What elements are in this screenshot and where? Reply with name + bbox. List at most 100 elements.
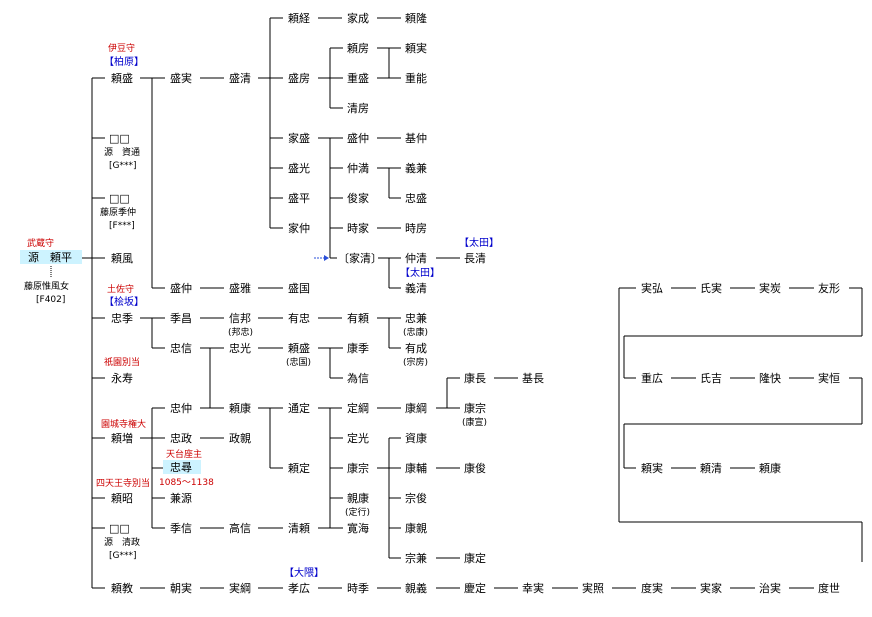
node-morihira: 盛平 [288,191,310,205]
node-yasumune2: 康宗 [347,461,369,475]
node-aritada: 有忠 [288,311,310,325]
node-sanetada: 実炭 [759,281,781,295]
gen1-tadasue: 忠季 [111,312,133,325]
root-name: 源 頼平 [28,250,72,264]
node-tadamitsu: 忠光 [229,341,251,355]
node-tadamasa: 忠政 [170,431,192,445]
note-tadakane: (忠康) [403,326,428,338]
gen1-unk3: □□ [109,522,130,535]
node-ujizane: 氏実 [700,281,722,295]
node-morimasa: 盛雅 [229,281,251,295]
node-yoriyasu: 頼康 [229,401,251,415]
node-kanemoto: 兼源 [170,491,192,505]
node-ieki: 〔家清〕 [338,251,382,265]
node-sanehiro: 実弘 [641,281,663,295]
node-chikayoshi: 親義 [405,581,427,595]
node-tadanobu: 忠信 [170,342,192,355]
gen1-yorikaze: 頼風 [111,252,133,265]
gen1-unk1-sub: 源 資通 [104,146,140,158]
node-nakamitsu: 仲満 [347,161,369,175]
note-arinari: (宗房) [403,356,428,368]
takahiro-house: 【大隈】 [284,566,324,579]
adoption-arrowhead [324,255,329,261]
node-sadamitsu: 定光 [347,431,369,445]
gen1-title-yorimori: 伊豆守 [108,42,135,54]
gen1-unk2: □□ [109,192,130,205]
node-toshiie: 俊家 [347,191,369,205]
node-ujiyoshi: 氏吉 [700,372,722,385]
node-yoriyasu2: 頼康 [759,461,781,475]
node-morifusa: 盛房 [288,71,310,85]
node-suketaka: 資康 [405,431,427,445]
node-arinari: 有成 [405,341,427,355]
node-yoshikiyo: 義清 [405,281,427,295]
node-ienaka: 家仲 [288,221,310,235]
node-motonaka: 基仲 [405,131,427,145]
node-kankai: 寛海 [347,521,369,535]
node-morinaka: 盛仲 [347,131,369,145]
node-nobuzane: 度実 [641,581,663,595]
node-yorizane2: 頼実 [641,461,663,475]
node-saneteru: 実照 [582,581,604,595]
node-yorizane: 頼実 [405,41,427,55]
node-yorimori2: 頼盛 [288,341,310,355]
gen1-unk2-ref: [F***] [109,221,135,231]
node-tadanaka: 忠仲 [170,401,192,415]
node-tomozane: 朝実 [170,581,192,595]
node-michisada: 通定 [288,401,310,415]
node-morizane: 盛実 [170,71,192,85]
node-yoritaka: 頼隆 [405,11,427,25]
node-morikuni: 盛国 [288,281,310,295]
node-iemori: 家盛 [288,131,310,145]
node-sanetsune: 実恒 [818,371,840,385]
node-takayasu: 隆快 [759,371,781,385]
node-shigehiro: 重広 [641,371,663,385]
node-noriyo: 度世 [818,581,840,595]
node-yoshisada: 慶定 [464,581,486,595]
gen1-house-yorimori: 【柏原】 [104,55,144,68]
node-shigeyoshi: 重能 [405,71,427,85]
node-yorikiyo: 頼清 [700,462,722,475]
node-yasunaga: 康長 [464,371,486,385]
node-tokifusa: 時房 [405,222,427,235]
node-nagakiyo: 長清 [464,252,486,265]
gen1-unk1-ref: [G***] [109,161,137,171]
node-munetoshi: 宗俊 [405,491,427,505]
note-chikayasu: (定行) [345,506,370,518]
node-morinaka2: 盛仲 [170,281,192,295]
node-morimitsu: 盛光 [288,161,310,175]
node-yasutoshi: 康俊 [464,461,486,475]
node-motonaga: 基長 [522,372,544,385]
gen1-unk2-sub: 藤原季仲 [100,206,136,218]
node-yasumune: 康宗 [464,401,486,415]
node-yorifusa: 頼房 [347,42,369,55]
gen1-title-tadasue: 土佐守 [107,283,134,295]
node-tadamori: 忠盛 [405,191,427,205]
node-yasuchika: 康親 [405,521,427,535]
note-yasumune: (康宣) [462,416,487,428]
gen1-unk3-sub: 源 清政 [104,536,140,548]
node-yasusada: 康定 [464,551,486,565]
node-takanobu: 高信 [229,521,251,535]
gen1-yorinori: 頼教 [111,582,133,595]
node-yorisada: 頼定 [288,461,310,475]
node-ienari: 家成 [347,11,369,25]
gen1-ticks [92,77,105,589]
node-kiyofusa: 清房 [347,102,369,115]
root-highlight [20,250,82,264]
nakakiyo-house: 【太田】 [459,236,499,249]
gen1-title-eiju: 祇園別当 [104,356,140,368]
tadahiro-title: 天台座主 [166,448,202,460]
node-sadatsuna: 定綱 [347,401,369,415]
root-wife: 藤原惟風女 [24,280,69,292]
node-yasutsuna: 康綱 [405,401,427,415]
node-nakakiyo: 仲清 [405,251,427,265]
gen1-unk3-ref: [G***] [109,551,137,561]
node-kiyoyori: 清頼 [288,522,310,535]
node-morikiyo: 盛清 [229,71,251,85]
gen1-house-tadasue: 【桧坂】 [104,295,144,308]
node-nobukuni: 信邦 [229,312,251,325]
gen1-yorimori: 頼盛 [111,71,133,85]
node-harumasa: 治実 [759,581,781,595]
